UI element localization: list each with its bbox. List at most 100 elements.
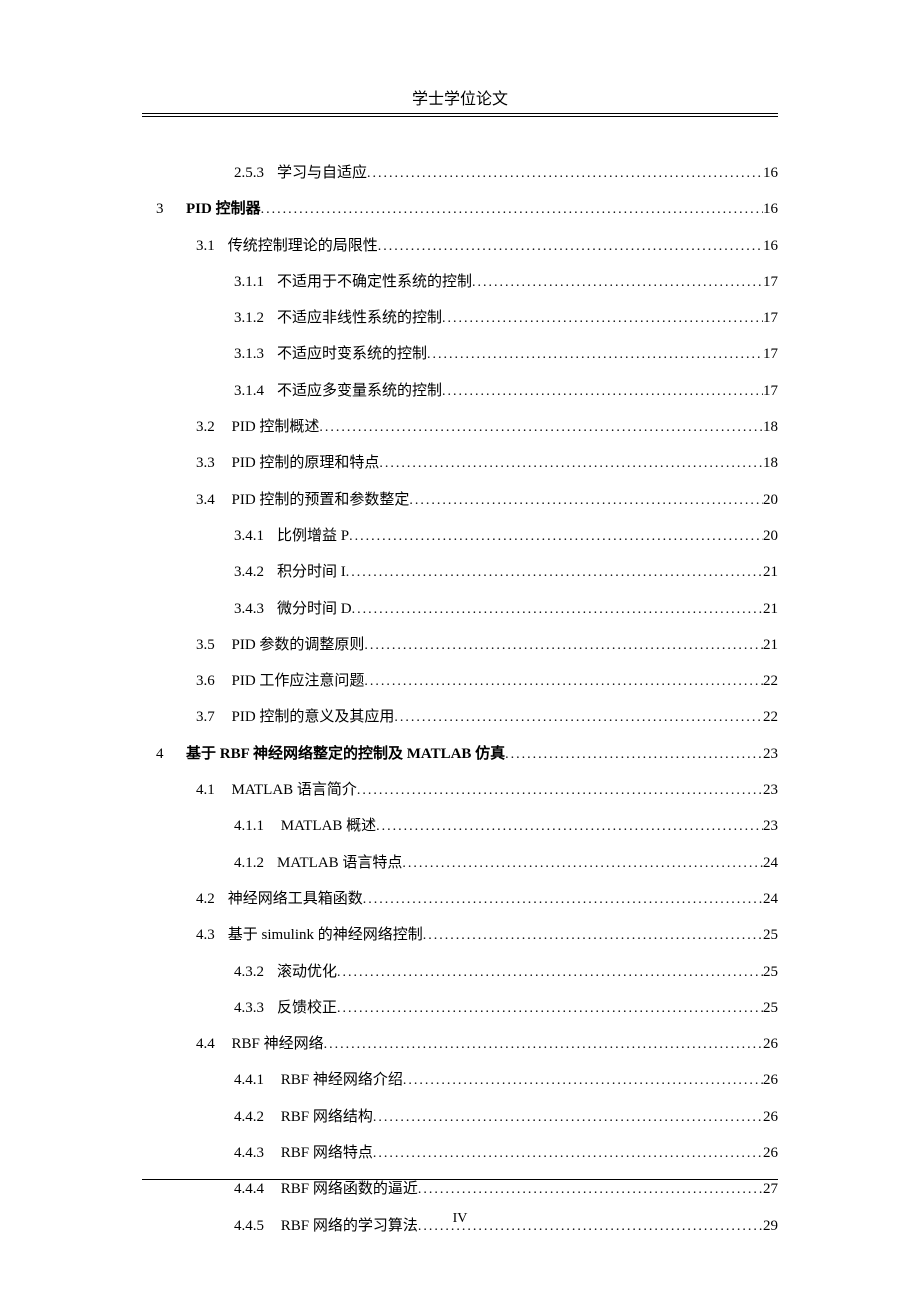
toc-label: 3.4 PID 控制的预置和参数整定 <box>196 482 409 518</box>
toc-title: 学习与自适应 <box>277 165 367 181</box>
toc-number: 3.4 <box>196 482 215 518</box>
toc-entry: 3.1.1不适用于不确定性系统的控制 17 <box>142 264 778 300</box>
toc-label: 4.4 RBF 神经网络 <box>196 1026 324 1062</box>
toc-dots <box>261 193 763 227</box>
toc-number: 4.4 <box>196 1026 215 1062</box>
toc-page: 27 <box>763 1171 778 1207</box>
toc-number: 3.4.3 <box>234 591 264 627</box>
toc-entry: 3.6 PID 工作应注意问题 22 <box>142 663 778 699</box>
toc-number: 4.1.2 <box>234 845 264 881</box>
toc-dots <box>324 1028 763 1062</box>
toc-page: 16 <box>763 191 778 227</box>
toc-title: 神经网络工具箱函数 <box>228 891 363 907</box>
toc-entry: 4基于 RBF 神经网络整定的控制及 MATLAB 仿真 23 <box>142 736 778 772</box>
toc-page: 25 <box>763 917 778 953</box>
toc-number: 3.4.2 <box>234 554 264 590</box>
toc-page: 26 <box>763 1099 778 1135</box>
toc-page: 17 <box>763 300 778 336</box>
toc-label: 4.3.3反馈校正 <box>234 990 337 1026</box>
toc-entry: 4.4.1 RBF 神经网络介绍 26 <box>142 1062 778 1098</box>
toc-entry: 3.2 PID 控制概述 18 <box>142 409 778 445</box>
toc-dots <box>442 375 763 409</box>
toc-label: 3.2 PID 控制概述 <box>196 409 319 445</box>
toc-page: 23 <box>763 808 778 844</box>
toc-label: 3.5 PID 参数的调整原则 <box>196 627 364 663</box>
toc-entry: 2.5.3 学习与自适应 16 <box>142 155 778 191</box>
toc-number: 3.1.4 <box>234 373 264 409</box>
toc-title: PID 参数的调整原则 <box>228 637 365 653</box>
toc-label: 3.4.3微分时间 D <box>234 591 352 627</box>
toc-entry: 4.4.4 RBF 网络函数的逼近 27 <box>142 1171 778 1207</box>
toc-dots <box>402 847 763 881</box>
toc-title: 不适应非线性系统的控制 <box>277 310 442 326</box>
toc-number: 3.7 <box>196 699 215 735</box>
toc-dots <box>423 919 763 953</box>
toc-dots <box>367 157 763 191</box>
toc-entry: 3.4.3微分时间 D 21 <box>142 591 778 627</box>
toc-label: 3.1.3不适应时变系统的控制 <box>234 336 427 372</box>
toc-label: 3.1.2 不适应非线性系统的控制 <box>234 300 442 336</box>
toc-number: 3.1.2 <box>234 300 264 336</box>
toc-label: 4.2 神经网络工具箱函数 <box>196 881 363 917</box>
toc-page: 26 <box>763 1135 778 1171</box>
toc-label: 3.6 PID 工作应注意问题 <box>196 663 364 699</box>
toc-title: PID 控制概述 <box>228 419 320 435</box>
toc-title: 基于 simulink 的神经网络控制 <box>228 927 423 943</box>
toc-dots <box>505 738 763 772</box>
toc-title: MATLAB 概述 <box>277 818 376 834</box>
toc-number: 3.3 <box>196 445 215 481</box>
toc-dots <box>337 956 763 990</box>
toc-label: 3.1.1不适用于不确定性系统的控制 <box>234 264 472 300</box>
toc-dots <box>337 992 763 1026</box>
toc-entry: 3.4.1比例增益 P 20 <box>142 518 778 554</box>
toc-page: 18 <box>763 445 778 481</box>
toc-entry: 3.5 PID 参数的调整原则 21 <box>142 627 778 663</box>
toc-page: 25 <box>763 954 778 990</box>
toc-page: 21 <box>763 591 778 627</box>
toc-number: 3.6 <box>196 663 215 699</box>
toc-label: 4.4.2 RBF 网络结构 <box>234 1099 373 1135</box>
toc-label: 4.4.4 RBF 网络函数的逼近 <box>234 1171 418 1207</box>
toc-page: 24 <box>763 881 778 917</box>
toc-title: RBF 神经网络介绍 <box>277 1072 403 1088</box>
toc-dots <box>472 266 763 300</box>
toc-title: RBF 神经网络 <box>228 1036 324 1052</box>
toc-container: 2.5.3学习与自适应 163PID 控制器 163.1传统控制理论的局限性 1… <box>142 155 778 1244</box>
toc-page: 26 <box>763 1062 778 1098</box>
toc-entry: 4.4 RBF 神经网络 26 <box>142 1026 778 1062</box>
toc-title: PID 控制的原理和特点 <box>228 455 380 471</box>
toc-page: 22 <box>763 699 778 735</box>
toc-number: 3.1 <box>196 228 215 264</box>
toc-dots <box>352 593 763 627</box>
toc-number: 4.4.1 <box>234 1062 264 1098</box>
toc-dots <box>409 484 763 518</box>
toc-title: RBF 网络特点 <box>277 1145 373 1161</box>
toc-page: 23 <box>763 736 778 772</box>
toc-title: 比例增益 P <box>277 528 349 544</box>
toc-dots <box>373 1101 763 1135</box>
toc-number: 4.3.2 <box>234 954 264 990</box>
toc-title: 积分时间 I <box>277 564 346 580</box>
toc-entry: 4.1.1 MATLAB 概述 23 <box>142 808 778 844</box>
toc-number: 4.4.3 <box>234 1135 264 1171</box>
toc-dots <box>363 883 763 917</box>
toc-number: 3.4.1 <box>234 518 264 554</box>
toc-number: 2.5.3 <box>234 155 264 191</box>
toc-entry: 4.3.3反馈校正 25 <box>142 990 778 1026</box>
toc-label: 3.4.2 积分时间 I <box>234 554 346 590</box>
toc-title: 基于 RBF 神经网络整定的控制及 MATLAB 仿真 <box>186 746 505 762</box>
toc-dots <box>442 302 763 336</box>
toc-dots <box>376 810 763 844</box>
toc-dots <box>373 1137 763 1171</box>
toc-page: 16 <box>763 155 778 191</box>
toc-entry: 3PID 控制器 16 <box>142 191 778 227</box>
toc-label: 3.1.4不适应多变量系统的控制 <box>234 373 442 409</box>
toc-number: 4 <box>156 736 186 772</box>
toc-number: 4.2 <box>196 881 215 917</box>
toc-dots <box>364 665 763 699</box>
toc-dots <box>364 629 763 663</box>
toc-page: 24 <box>763 845 778 881</box>
toc-title: PID 控制的预置和参数整定 <box>228 492 410 508</box>
toc-number: 4.3.3 <box>234 990 264 1026</box>
toc-title: 不适应时变系统的控制 <box>277 346 427 362</box>
